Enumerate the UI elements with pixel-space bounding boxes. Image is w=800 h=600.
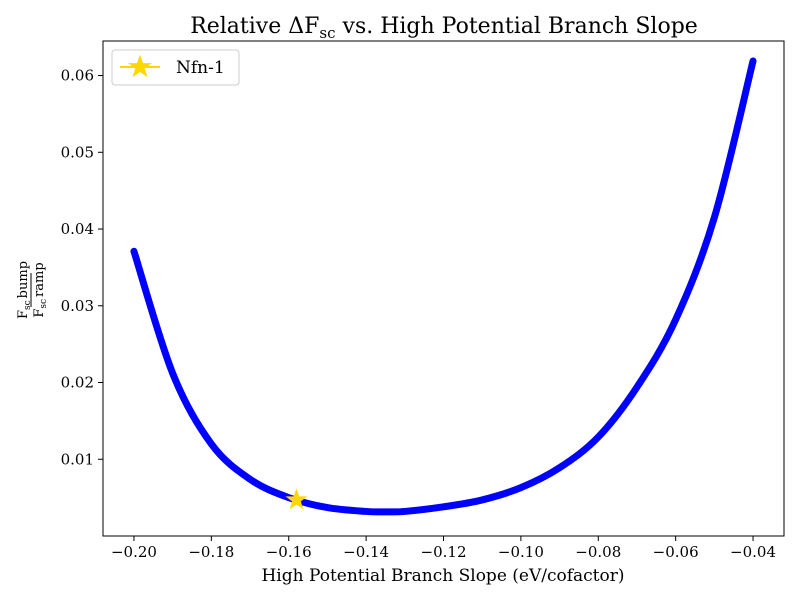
x-tick-label: −0.14 [343,543,389,561]
y-tick-label: 0.03 [61,297,94,315]
x-tick-label: −0.04 [730,543,776,561]
x-tick-label: −0.10 [498,543,544,561]
legend-star-icon [128,54,152,78]
data-layer [130,57,757,516]
y-tick-label: 0.01 [61,450,94,468]
series-line [130,57,757,516]
y-tick-label: 0.05 [61,143,94,161]
x-tick-label: −0.12 [421,543,467,561]
y-axis-label-denominator: Fscramp [32,262,49,317]
chart-title-subscript: sc [319,24,335,42]
x-tick-label: −0.08 [575,543,621,561]
y-axis-label-numerator: Fscbump [16,261,33,319]
x-tick-label: −0.06 [653,543,699,561]
star-marker [285,488,308,510]
plot-frame [102,40,785,537]
legend-label: Nfn-1 [176,58,225,78]
ticks-layer: −0.20 −0.18 −0.16 −0.14 −0.12 −0.10 −0.08 −0.06… [61,67,776,561]
x-axis-label: High Potential Branch Slope (eV/cofactor… [261,566,624,586]
y-tick-label: 0.06 [61,67,94,85]
chart-title-suffix: vs. High Potential Branch Slope [336,14,698,39]
x-tick-label: −0.18 [188,543,234,561]
chart-title-prefix: Relative ΔF [190,14,319,39]
y-axis-label: Fscbump Fscramp [16,261,49,319]
x-tick-label: −0.20 [111,543,157,561]
y-tick-label: 0.02 [61,374,94,392]
y-tick-label: 0.04 [61,220,94,238]
chart-title: Relative ΔFsc vs. High Potential Branch … [190,14,698,42]
x-tick-label: −0.16 [266,543,312,561]
legend: Nfn-1 [111,49,240,86]
legend-box [111,49,240,86]
